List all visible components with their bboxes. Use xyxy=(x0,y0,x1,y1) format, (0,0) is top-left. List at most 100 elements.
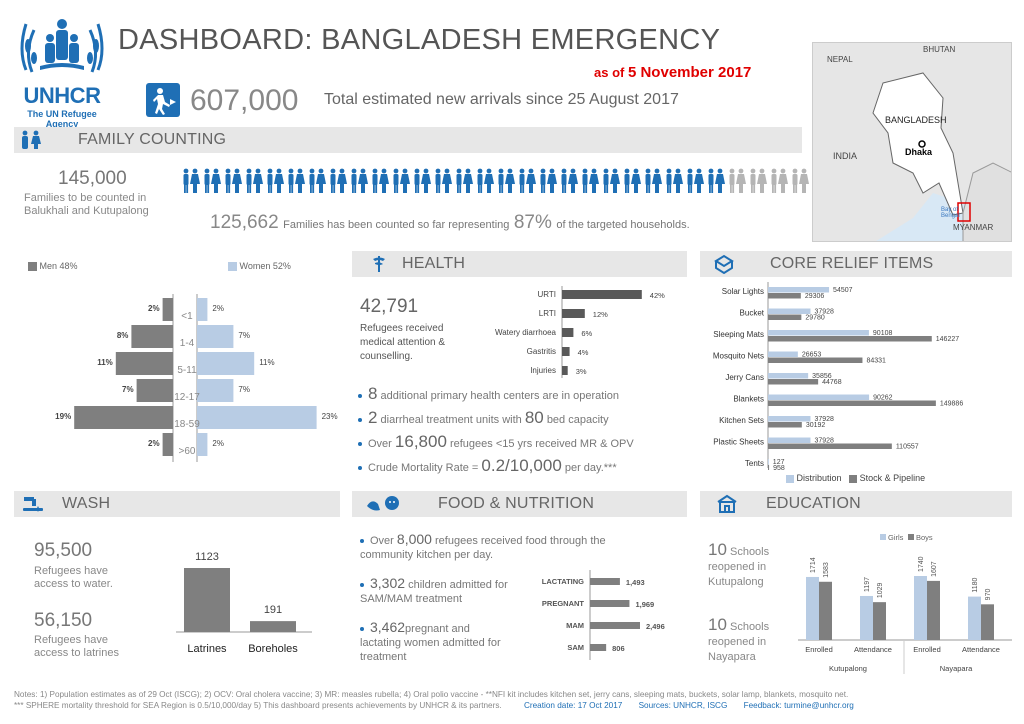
bullet-icon xyxy=(358,442,362,447)
pyramid-women-label: 2% xyxy=(212,304,224,313)
wash-value-label: 1123 xyxy=(195,551,219,563)
relief-stock-label: 29306 xyxy=(805,293,825,300)
unhcr-logo: UNHCR The UN Refugee Agency xyxy=(14,10,110,129)
pyramid-men-label: 8% xyxy=(117,331,129,340)
relief-category-label: Sleeping Mats xyxy=(713,330,764,339)
pyramid-legend-men: Men 48% xyxy=(28,261,78,272)
relief-category-label: Kitchen Sets xyxy=(719,416,764,425)
relief-distribution-bar xyxy=(768,373,809,379)
health-bullet-2-big2: 80 xyxy=(524,408,544,427)
relief-legend: Distribution Stock & Pipeline xyxy=(786,473,925,483)
food-value-label: 806 xyxy=(612,644,625,653)
edu-category-label: Enrolled xyxy=(913,645,941,654)
food-nutrition-icon xyxy=(367,496,399,511)
bullet-icon xyxy=(360,583,364,588)
relief-stock-label: 958 xyxy=(773,465,785,470)
family-person-icon xyxy=(624,168,641,193)
family-person-icon xyxy=(603,168,620,193)
family-person-icon xyxy=(645,168,662,193)
page-title: DASHBOARD: BANGLADESH EMERGENCY xyxy=(118,24,721,56)
relief-stock-label: 30192 xyxy=(806,422,826,429)
men-swatch xyxy=(28,262,37,272)
family-person-icon xyxy=(393,168,410,193)
map-label-dhaka: Dhaka xyxy=(905,147,933,157)
bullet-icon xyxy=(358,394,362,399)
pyramid-women-bar xyxy=(197,433,208,456)
health-value-label: 3% xyxy=(576,367,587,376)
edu-boys-bar xyxy=(927,580,940,640)
nutrition-admissions-chart: LACTATING 1,493 PREGNANT 1,969 MAM 2,496 SAM 80… xyxy=(542,570,665,660)
family-person-icon xyxy=(288,168,305,193)
family-person-icon xyxy=(582,168,599,193)
bullet-icon xyxy=(360,539,364,544)
edu-legend-swatch xyxy=(880,534,886,540)
map-label-bhutan: BHUTAN xyxy=(923,45,956,54)
edu-legend-label: Boys xyxy=(916,533,933,542)
map-label-bay: Bay of Bengal xyxy=(941,207,960,219)
relief-distribution-label: 37928 xyxy=(814,416,834,423)
health-bullet-2: 2 diarrheal treatment units with 80 bed … xyxy=(358,407,688,431)
pyramid-age-label: >60 xyxy=(179,446,196,457)
education-section-title: EDUCATION xyxy=(766,495,861,512)
relief-stock-label: 44768 xyxy=(822,379,842,386)
health-bullet-3-pre: Over xyxy=(368,438,392,450)
health-section-header: HEALTH xyxy=(352,251,687,277)
relief-stock-label: 146227 xyxy=(936,336,959,343)
health-bullet-4: Crude Mortality Rate = 0.2/10,000 per da… xyxy=(358,455,688,479)
notes-line-2: *** SPHERE mortality threshold for SEA R… xyxy=(14,701,502,710)
relief-distribution-label: 37928 xyxy=(814,438,834,445)
health-value-label: 12% xyxy=(593,310,608,319)
health-bar xyxy=(562,347,570,356)
edu-kutupalong-text: Schools reopened in Kutupalong xyxy=(708,546,770,588)
food-bullet-3-text: pregnant and lactating women admitted fo… xyxy=(360,623,501,663)
edu-group-label: Kutupalong xyxy=(829,664,867,673)
food-bullet-2-text: children admitted for SAM/MAM treatment xyxy=(360,579,508,605)
relief-category-label: Tents xyxy=(745,459,764,468)
edu-girls-bar xyxy=(968,596,981,640)
edu-value-label: 1740 xyxy=(918,556,925,572)
pyramid-women-label: 2% xyxy=(212,439,224,448)
edu-girls-bar xyxy=(914,576,927,640)
family-people-row xyxy=(183,168,809,193)
education-section-header: EDUCATION xyxy=(700,491,1012,517)
health-bullet-3-text: refugees <15 yrs received MR & OPV xyxy=(449,438,634,450)
health-bullets: 8 additional primary health centers are … xyxy=(358,383,688,479)
feedback-link[interactable]: Feedback: turmine@unhcr.org xyxy=(743,701,854,710)
health-bullet-2-text: diarrheal treatment units with xyxy=(380,414,522,426)
health-bullet-1: 8 additional primary health centers are … xyxy=(358,383,688,407)
as-of-date: as of 5 November 2017 xyxy=(594,64,751,81)
as-of-value: 5 November 2017 xyxy=(627,64,752,81)
wash-value-label: 191 xyxy=(264,604,282,616)
food-bullet-2-big: 3,302 xyxy=(370,575,406,591)
pyramid-women-bar xyxy=(197,379,234,402)
health-bar xyxy=(562,290,642,299)
food-category-label: MAM xyxy=(566,621,584,630)
edu-value-label: 1029 xyxy=(877,582,884,598)
relief-category-label: Jerry Cans xyxy=(725,373,764,382)
pyramid-age-label: 18-59 xyxy=(174,419,200,430)
health-bullet-4-text: per day.*** xyxy=(564,462,617,474)
family-person-icon xyxy=(477,168,494,193)
food-bullet-1: Over 8,000 refugees received food throug… xyxy=(360,532,640,576)
family-person-icon xyxy=(750,168,767,193)
family-person-icon xyxy=(687,168,704,193)
pyramid-women-bar xyxy=(197,406,317,429)
notes-line-2-row: *** SPHERE mortality threshold for SEA R… xyxy=(14,700,1014,711)
pyramid-women-label: 7% xyxy=(238,331,250,340)
relief-category-label: Solar Lights xyxy=(722,287,764,296)
women-swatch xyxy=(228,262,237,272)
food-category-label: PREGNANT xyxy=(542,599,585,608)
food-bullets: Over 8,000 refugees received food throug… xyxy=(360,532,650,664)
pyramid-age-label: 12-17 xyxy=(174,392,200,403)
health-bullet-4-pre: Crude Mortality Rate = xyxy=(368,462,479,474)
map-label-india: INDIA xyxy=(833,151,858,161)
edu-value-label: 1583 xyxy=(823,562,830,578)
wash-facilities-chart: 1123 Latrines 191 Boreholes xyxy=(176,551,312,655)
legend-distribution: Distribution xyxy=(796,473,842,483)
relief-stock-bar xyxy=(768,293,801,299)
food-bullet-1-pre: Over xyxy=(370,535,394,547)
edu-legend-label: Girls xyxy=(888,533,904,542)
bullet-icon xyxy=(358,418,362,423)
family-person-icon xyxy=(267,168,284,193)
